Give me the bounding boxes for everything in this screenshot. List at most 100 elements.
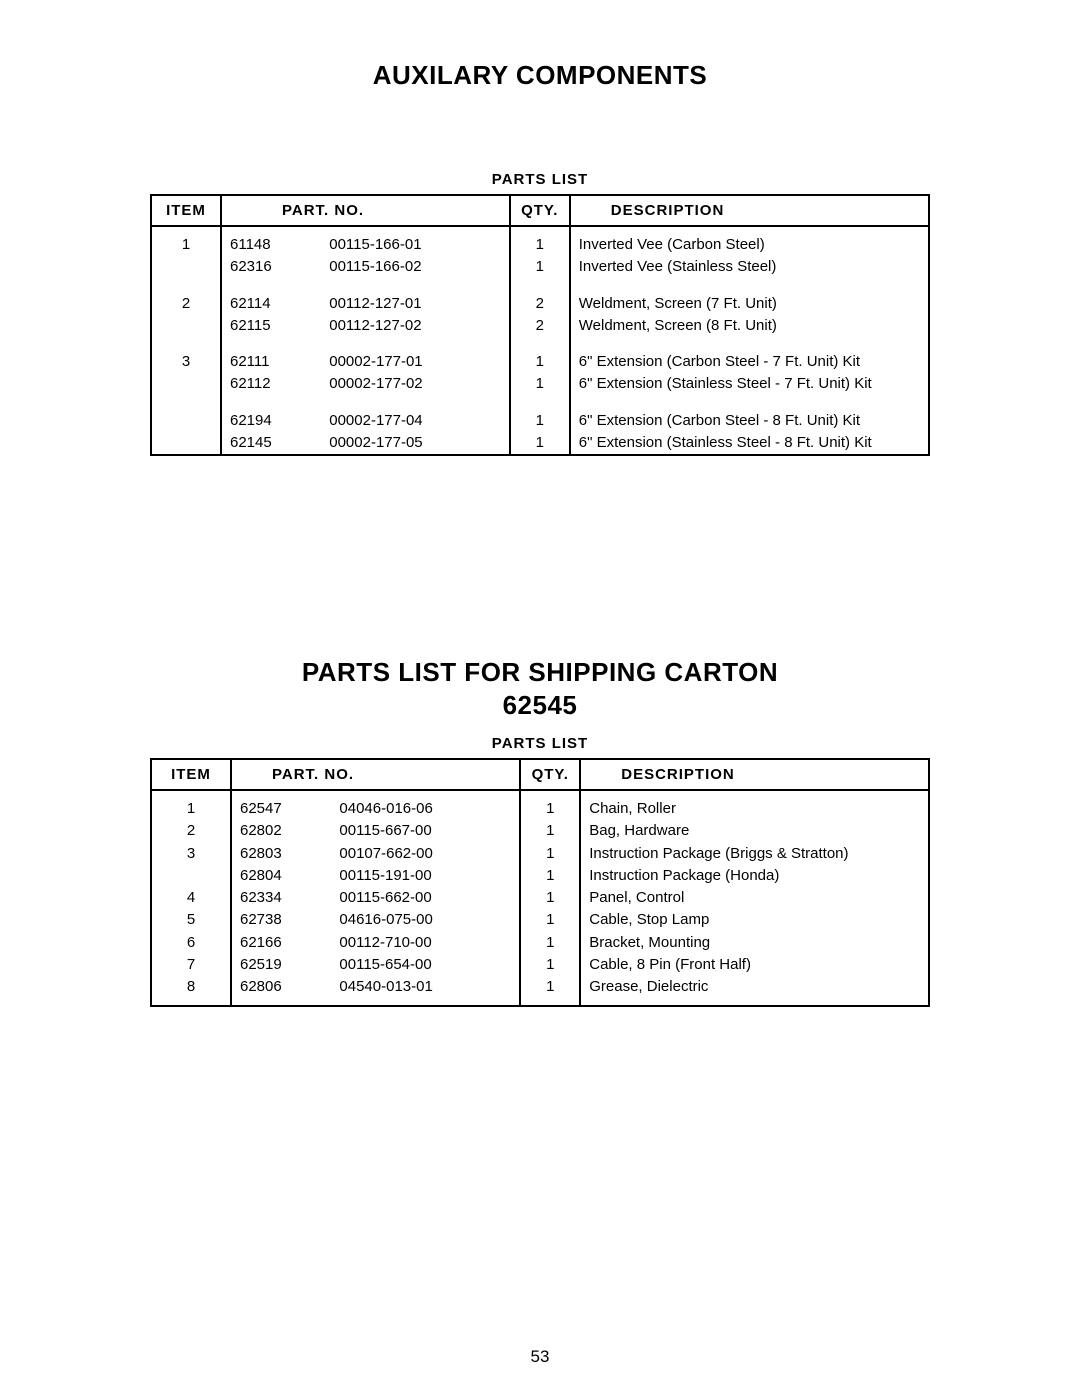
table-row: 76251900115-654-001Cable, 8 Pin (Front H… <box>151 954 929 976</box>
col-header-item: ITEM <box>151 195 221 226</box>
cell-item <box>151 315 221 337</box>
table-row: 6214500002-177-0516" Extension (Stainles… <box>151 432 929 455</box>
cell-item: 7 <box>151 954 231 976</box>
cell-item <box>151 256 221 278</box>
cell-item: 6 <box>151 932 231 954</box>
cell-qty: 1 <box>510 410 570 432</box>
cell-part1: 62111 <box>221 351 321 373</box>
col-header-desc: DESCRIPTION <box>570 195 929 226</box>
cell-part2: 00115-654-00 <box>331 954 520 976</box>
cell-qty: 1 <box>520 887 580 909</box>
col-header-qty: QTY. <box>520 759 580 790</box>
cell-qty: 1 <box>520 932 580 954</box>
cell-desc: Instruction Package (Briggs & Stratton) <box>580 843 929 865</box>
col-header-qty: QTY. <box>510 195 570 226</box>
cell-part2: 00115-662-00 <box>331 887 520 909</box>
cell-desc: Chain, Roller <box>580 798 929 820</box>
cell-item <box>151 373 221 395</box>
cell-item: 3 <box>151 351 221 373</box>
cell-qty: 1 <box>520 798 580 820</box>
cell-qty: 2 <box>510 315 570 337</box>
cell-desc: Instruction Package (Honda) <box>580 865 929 887</box>
cell-part2: 00112-710-00 <box>331 932 520 954</box>
cell-desc: Weldment, Screen (7 Ft. Unit) <box>570 293 929 315</box>
cell-qty: 1 <box>510 432 570 455</box>
cell-desc: 6" Extension (Carbon Steel - 8 Ft. Unit)… <box>570 410 929 432</box>
cell-desc: Grease, Dielectric <box>580 976 929 998</box>
cell-item <box>151 410 221 432</box>
cell-part2: 00115-667-00 <box>331 820 520 842</box>
cell-desc: Panel, Control <box>580 887 929 909</box>
table-row: 66216600112-710-001Bracket, Mounting <box>151 932 929 954</box>
cell-qty: 1 <box>520 820 580 842</box>
cell-part1: 61148 <box>221 234 321 256</box>
section2-title: PARTS LIST FOR SHIPPING CARTON 62545 <box>150 656 930 721</box>
cell-desc: Inverted Vee (Carbon Steel) <box>570 234 929 256</box>
shipping-carton-table: ITEM PART. NO. QTY. DESCRIPTION 16254704… <box>150 758 930 1007</box>
cell-part1: 62166 <box>231 932 331 954</box>
cell-qty: 1 <box>510 351 570 373</box>
col-header-item: ITEM <box>151 759 231 790</box>
cell-desc: 6" Extension (Carbon Steel - 7 Ft. Unit)… <box>570 351 929 373</box>
cell-part1: 62802 <box>231 820 331 842</box>
cell-item: 2 <box>151 820 231 842</box>
cell-desc: Weldment, Screen (8 Ft. Unit) <box>570 315 929 337</box>
auxilary-components-table: ITEM PART. NO. QTY. DESCRIPTION 16114800… <box>150 194 930 456</box>
cell-desc: Cable, 8 Pin (Front Half) <box>580 954 929 976</box>
cell-part1: 62804 <box>231 865 331 887</box>
cell-part2: 00115-166-02 <box>321 256 510 278</box>
cell-desc: Cable, Stop Lamp <box>580 909 929 931</box>
cell-part2: 00115-191-00 <box>331 865 520 887</box>
cell-qty: 1 <box>520 954 580 976</box>
cell-qty: 1 <box>510 373 570 395</box>
table-row: 6219400002-177-0416" Extension (Carbon S… <box>151 410 929 432</box>
cell-part1: 62803 <box>231 843 331 865</box>
cell-item: 3 <box>151 843 231 865</box>
cell-part1: 62145 <box>221 432 321 455</box>
table-row: 26280200115-667-001Bag, Hardware <box>151 820 929 842</box>
cell-part2: 00115-166-01 <box>321 234 510 256</box>
cell-item: 1 <box>151 234 221 256</box>
table-row: 6280400115-191-001Instruction Package (H… <box>151 865 929 887</box>
table-row: 6231600115-166-021Inverted Vee (Stainles… <box>151 256 929 278</box>
cell-qty: 1 <box>520 976 580 998</box>
cell-part2: 04540-013-01 <box>331 976 520 998</box>
section2-title-line2: 62545 <box>503 690 578 720</box>
page: AUXILARY COMPONENTS PARTS LIST ITEM PART… <box>0 0 1080 1397</box>
table-row: 86280604540-013-011Grease, Dielectric <box>151 976 929 998</box>
cell-part2: 04616-075-00 <box>331 909 520 931</box>
cell-item <box>151 865 231 887</box>
cell-item: 1 <box>151 798 231 820</box>
cell-qty: 2 <box>510 293 570 315</box>
cell-part2: 00112-127-01 <box>321 293 510 315</box>
cell-qty: 1 <box>520 865 580 887</box>
cell-part1: 62806 <box>231 976 331 998</box>
cell-part1: 62334 <box>231 887 331 909</box>
cell-part1: 62114 <box>221 293 321 315</box>
cell-part2: 00002-177-04 <box>321 410 510 432</box>
table-row: 36211100002-177-0116" Extension (Carbon … <box>151 351 929 373</box>
col-header-desc: DESCRIPTION <box>580 759 929 790</box>
cell-part1: 62547 <box>231 798 331 820</box>
cell-item <box>151 432 221 455</box>
cell-desc: Inverted Vee (Stainless Steel) <box>570 256 929 278</box>
page-number: 53 <box>0 1347 1080 1367</box>
section1-title: AUXILARY COMPONENTS <box>150 60 930 91</box>
table-row: 36280300107-662-001Instruction Package (… <box>151 843 929 865</box>
cell-part2: 00112-127-02 <box>321 315 510 337</box>
cell-desc: Bag, Hardware <box>580 820 929 842</box>
cell-part2: 00002-177-02 <box>321 373 510 395</box>
cell-item: 8 <box>151 976 231 998</box>
cell-part1: 62112 <box>221 373 321 395</box>
cell-item: 4 <box>151 887 231 909</box>
cell-qty: 1 <box>520 843 580 865</box>
cell-qty: 1 <box>510 234 570 256</box>
cell-part2: 00002-177-01 <box>321 351 510 373</box>
cell-qty: 1 <box>520 909 580 931</box>
cell-part1: 62316 <box>221 256 321 278</box>
section2-caption: PARTS LIST <box>150 735 930 752</box>
table-row: 16254704046-016-061Chain, Roller <box>151 798 929 820</box>
table-row: 16114800115-166-011Inverted Vee (Carbon … <box>151 234 929 256</box>
cell-part2: 00107-662-00 <box>331 843 520 865</box>
col-header-part: PART. NO. <box>231 759 520 790</box>
